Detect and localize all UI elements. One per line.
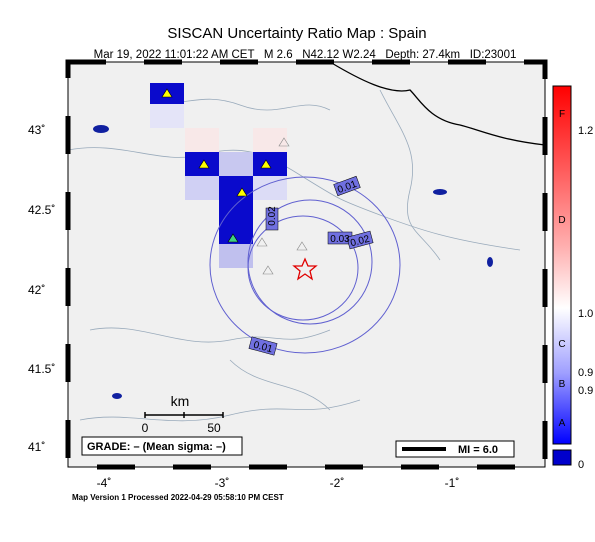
contours <box>209 176 401 354</box>
lon-label: -4˚ <box>97 476 112 490</box>
lakes <box>93 125 493 399</box>
colorbar-value: 1.2 <box>578 125 593 137</box>
contour-label: 0.03 <box>330 234 350 245</box>
lon-label: -3˚ <box>215 476 230 490</box>
scale-unit: km <box>171 393 190 409</box>
mi-box <box>395 440 515 458</box>
lon-label: -1˚ <box>445 476 460 490</box>
stations <box>161 88 308 275</box>
map-background <box>67 61 546 468</box>
colorbar-grade: C <box>558 339 565 350</box>
scale-bar <box>144 412 224 418</box>
epicenter <box>292 257 318 281</box>
scale-min: 0 <box>142 421 149 435</box>
coastline <box>329 61 546 146</box>
lon-label: -2˚ <box>330 476 345 490</box>
colorbar-grade: D <box>558 215 565 226</box>
colorbar-value: 0.9 <box>578 385 593 397</box>
map-area <box>67 61 546 468</box>
scale-max: 50 <box>207 421 221 435</box>
subtitle: Mar 19, 2022 11:01:22 AM CET M 2.6 N42.1… <box>94 49 517 61</box>
colorbar-value: 1.0 <box>578 308 593 320</box>
contour-label-boxes <box>248 175 374 356</box>
footer: Map Version 1 Processed 2022-04-29 05:58… <box>72 493 284 502</box>
colorbar-grade: A <box>559 418 566 429</box>
mi-label: MI = 6.0 <box>458 444 498 456</box>
title: SISCAN Uncertainty Ratio Map : Spain <box>167 25 426 42</box>
lat-label: 43˚ <box>28 123 45 137</box>
grade: GRADE: – (Mean sigma: –) <box>87 441 226 453</box>
contour-label: 0.02 <box>267 206 278 226</box>
colorbar-grade: B <box>559 379 566 390</box>
lat-label: 41˚ <box>28 440 45 454</box>
colorbar <box>552 85 572 445</box>
contour-label: 0.02 <box>349 234 371 250</box>
grade-box <box>81 436 243 456</box>
colorbar-value: 0 <box>578 459 584 471</box>
lat-label: 41.5˚ <box>28 362 55 376</box>
map-frame <box>65 59 548 470</box>
colorbar-grade: F <box>559 109 565 120</box>
lat-label: 42˚ <box>28 283 45 297</box>
colorbar-value: 0.9 <box>578 367 593 379</box>
colorbar-zero <box>552 449 572 466</box>
contour-label: 0.01 <box>252 340 274 356</box>
lat-label: 42.5˚ <box>28 203 55 217</box>
